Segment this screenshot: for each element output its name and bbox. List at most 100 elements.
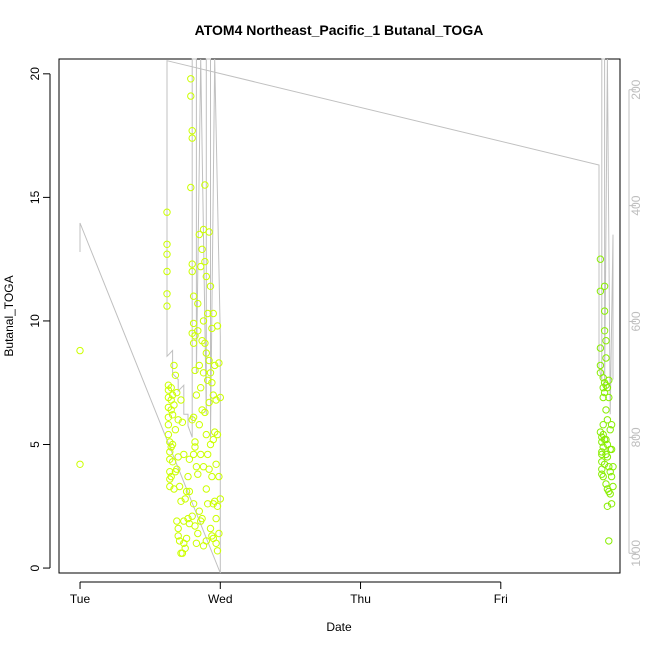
data-point [163,250,171,258]
y-axis: 0 5 10 15 20 [28,67,51,571]
data-point [603,453,612,461]
data-point [212,514,220,523]
data-point [197,450,205,459]
data-point [600,282,609,290]
plot-frame [58,58,621,574]
data-point [189,319,198,328]
data-point [206,369,215,377]
data-point [164,430,173,439]
right-tick-label: 400 [629,195,643,215]
data-point [185,487,194,496]
data-point [164,413,173,421]
right-tick-label: 800 [629,427,643,447]
data-point [202,272,211,281]
data-point [177,497,185,505]
data-point [599,421,607,429]
data-point [164,421,173,429]
y-tick-label: 5 [28,441,42,448]
data-point [208,379,216,387]
data-point [171,371,180,379]
data-point [177,396,185,404]
data-point [170,361,178,370]
data-point [171,426,180,434]
data-point [174,532,182,540]
data-point [216,495,225,503]
data-point [212,460,220,468]
data-point [182,487,191,496]
data-point [187,92,195,100]
data-point [170,401,178,409]
data-point [182,534,191,543]
data-point [188,267,196,276]
data-point [76,346,84,355]
data-point [174,524,182,533]
y-tick-label: 20 [28,67,42,81]
data-point [603,502,612,510]
data-point [603,416,612,424]
data-point [600,460,609,468]
data-point [600,307,609,315]
data-point [181,495,189,503]
data-point [194,327,202,335]
y-tick-label: 10 [28,314,42,328]
data-point [163,208,171,216]
data-point [199,317,208,325]
data-point [607,445,616,454]
data-point [600,327,609,335]
series-layer [76,58,617,574]
data-point [166,482,174,491]
data-point [188,260,196,268]
data-point [166,448,174,456]
data-point [605,537,613,545]
data-point [213,322,222,330]
data-point [167,384,175,392]
data-point [204,376,212,384]
chart-title: ATOM4 Northeast_Pacific_1 Butanal_TOGA [195,22,484,38]
data-point [191,438,199,446]
data-point [209,309,218,318]
data-point [596,287,605,295]
data-point [216,393,225,402]
y-axis-title: Butanal_TOGA [2,275,16,356]
data-point [184,472,192,481]
data-point [194,470,202,478]
data-point [204,450,212,459]
data-point [609,463,617,471]
data-point [175,482,184,491]
data-point [599,443,607,451]
data-point [188,512,196,520]
data-point [189,500,198,508]
right-tick-label: 1000 [629,540,643,567]
altitude-line [79,58,614,574]
data-point [215,359,223,367]
data-point [185,455,194,463]
right-tick-label: 600 [629,311,643,331]
x-axis: Tue Wed Thu Fri [70,581,508,606]
data-point [205,398,213,407]
data-point [607,472,616,481]
data-point [211,361,219,370]
y-tick-label: 0 [28,564,42,571]
x-tick-label: Tue [70,592,91,606]
data-point [213,502,222,510]
data-point [168,440,177,449]
data-point [167,472,175,481]
data-point [163,290,171,298]
data-point [195,230,204,239]
data-point [189,413,198,421]
data-point [602,337,610,345]
data-point [195,507,204,515]
data-point [163,267,171,276]
data-point [192,463,201,471]
data-point [195,361,204,370]
data-point [205,356,213,365]
data-point [189,339,198,347]
data-point [202,349,211,357]
data-point [173,465,181,473]
data-point [202,485,211,493]
data-point [168,458,177,466]
data-point [605,376,613,384]
data-point [204,309,212,318]
data-point [198,245,206,254]
